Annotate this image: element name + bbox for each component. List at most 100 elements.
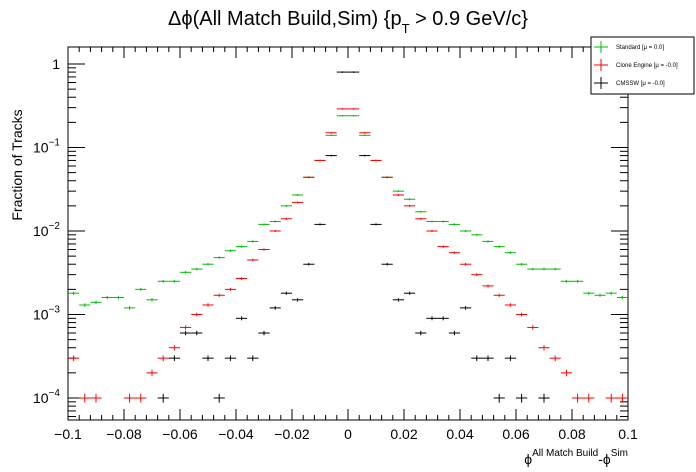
data-point: [482, 355, 494, 362]
x-axis-title-mid: -ϕ: [598, 451, 611, 467]
data-point: [583, 291, 595, 295]
data-point: [460, 262, 472, 266]
data-point: [493, 393, 505, 403]
data-point: [280, 204, 292, 207]
data-point: [538, 393, 550, 403]
data-point: [168, 279, 180, 283]
data-point: [527, 267, 539, 271]
legend-label: CMSSW [μ = -0.0]: [616, 81, 665, 87]
data-point: [415, 210, 427, 213]
data-point: [594, 293, 606, 297]
data-point: [269, 220, 281, 223]
x-axis-title: ϕAll Match Build-ϕSim: [524, 448, 628, 467]
data-point: [303, 176, 315, 179]
data-point: [280, 217, 292, 220]
data-point: [426, 229, 438, 233]
chart-title: Δϕ(All Match Build,Sim) {pT > 0.9 GeV/c}: [168, 8, 528, 36]
data-point: [314, 159, 326, 162]
x-tick-label: 0.02: [390, 426, 417, 442]
data-point: [404, 204, 416, 207]
series-layer: [68, 71, 628, 403]
data-point: [471, 233, 483, 236]
data-point: [325, 131, 337, 134]
data-point: [381, 262, 393, 266]
data-point: [325, 134, 337, 137]
x-tick-label: −0.04: [218, 426, 254, 442]
data-point: [336, 71, 348, 73]
data-point: [247, 240, 259, 243]
x-tick-label: 0.08: [558, 426, 585, 442]
legend: Standard [μ = 0.0] Clone Engine [μ = -0.0…: [590, 36, 695, 95]
data-point: [538, 345, 550, 351]
data-point: [191, 312, 203, 317]
x-axis-title-phi1: ϕ: [524, 451, 532, 467]
data-point: [437, 245, 449, 248]
data-point: [168, 345, 180, 351]
data-point: [504, 355, 516, 362]
series-clone-engine: [68, 108, 628, 403]
data-point: [292, 194, 304, 196]
y-tick-label: 10−4: [33, 388, 60, 406]
legend-label: Standard [μ = 0.0]: [616, 45, 664, 51]
data-point: [437, 220, 449, 223]
data-point: [482, 284, 494, 288]
legend-entry: CMSSW [μ = -0.0]: [594, 77, 665, 89]
data-point: [112, 295, 124, 300]
x-tick-label: 0.1: [618, 426, 638, 442]
data-point: [303, 262, 315, 266]
data-point: [370, 159, 382, 162]
data-point: [124, 306, 136, 310]
data-point: [549, 355, 561, 362]
data-point: [325, 154, 337, 157]
data-point: [448, 251, 460, 254]
y-tick-label: 10−1: [33, 138, 60, 156]
chart-title-sub: T: [402, 21, 410, 36]
x-tick-label: 0: [344, 426, 352, 442]
data-point: [79, 303, 91, 307]
legend-label: Clone Engine [μ = -0.0]: [616, 63, 678, 69]
data-point: [269, 229, 281, 233]
data-point: [392, 298, 404, 302]
data-point: [471, 273, 483, 277]
data-point: [370, 223, 382, 226]
data-point: [460, 229, 472, 233]
data-point: [426, 220, 438, 223]
data-point: [415, 217, 427, 220]
series-cmssw: [157, 71, 550, 403]
data-point: [135, 393, 147, 403]
data-point: [292, 201, 304, 204]
data-point: [236, 245, 248, 248]
y-tick-label: 1: [52, 56, 60, 72]
data-point: [504, 251, 516, 254]
data-point: [90, 300, 102, 305]
data-point: [258, 330, 270, 336]
data-point: [572, 279, 584, 283]
data-point: [471, 355, 483, 362]
data-point: [168, 355, 180, 362]
x-axis-title-sup1: All Match Build: [532, 448, 598, 459]
data-point: [359, 154, 371, 157]
data-point: [448, 223, 460, 226]
data-point: [236, 316, 248, 321]
x-axis-title-sup2: Sim: [611, 448, 628, 459]
data-point: [157, 355, 169, 362]
data-point: [68, 355, 80, 362]
data-point: [493, 245, 505, 248]
data-point: [236, 277, 248, 280]
data-point: [280, 291, 292, 295]
data-point: [247, 258, 259, 262]
legend-box: [590, 36, 695, 95]
data-point: [258, 223, 270, 226]
legend-entry: Clone Engine [μ = -0.0]: [594, 59, 678, 71]
data-point: [247, 355, 259, 362]
data-point: [191, 267, 203, 271]
data-point: [314, 223, 326, 226]
data-point: [359, 131, 371, 134]
y-tick-label: 10−3: [33, 305, 60, 323]
data-point: [202, 262, 214, 266]
data-point: [359, 134, 371, 137]
chart-title-post: > 0.9 GeV/c}: [410, 8, 529, 30]
data-point: [224, 249, 236, 252]
